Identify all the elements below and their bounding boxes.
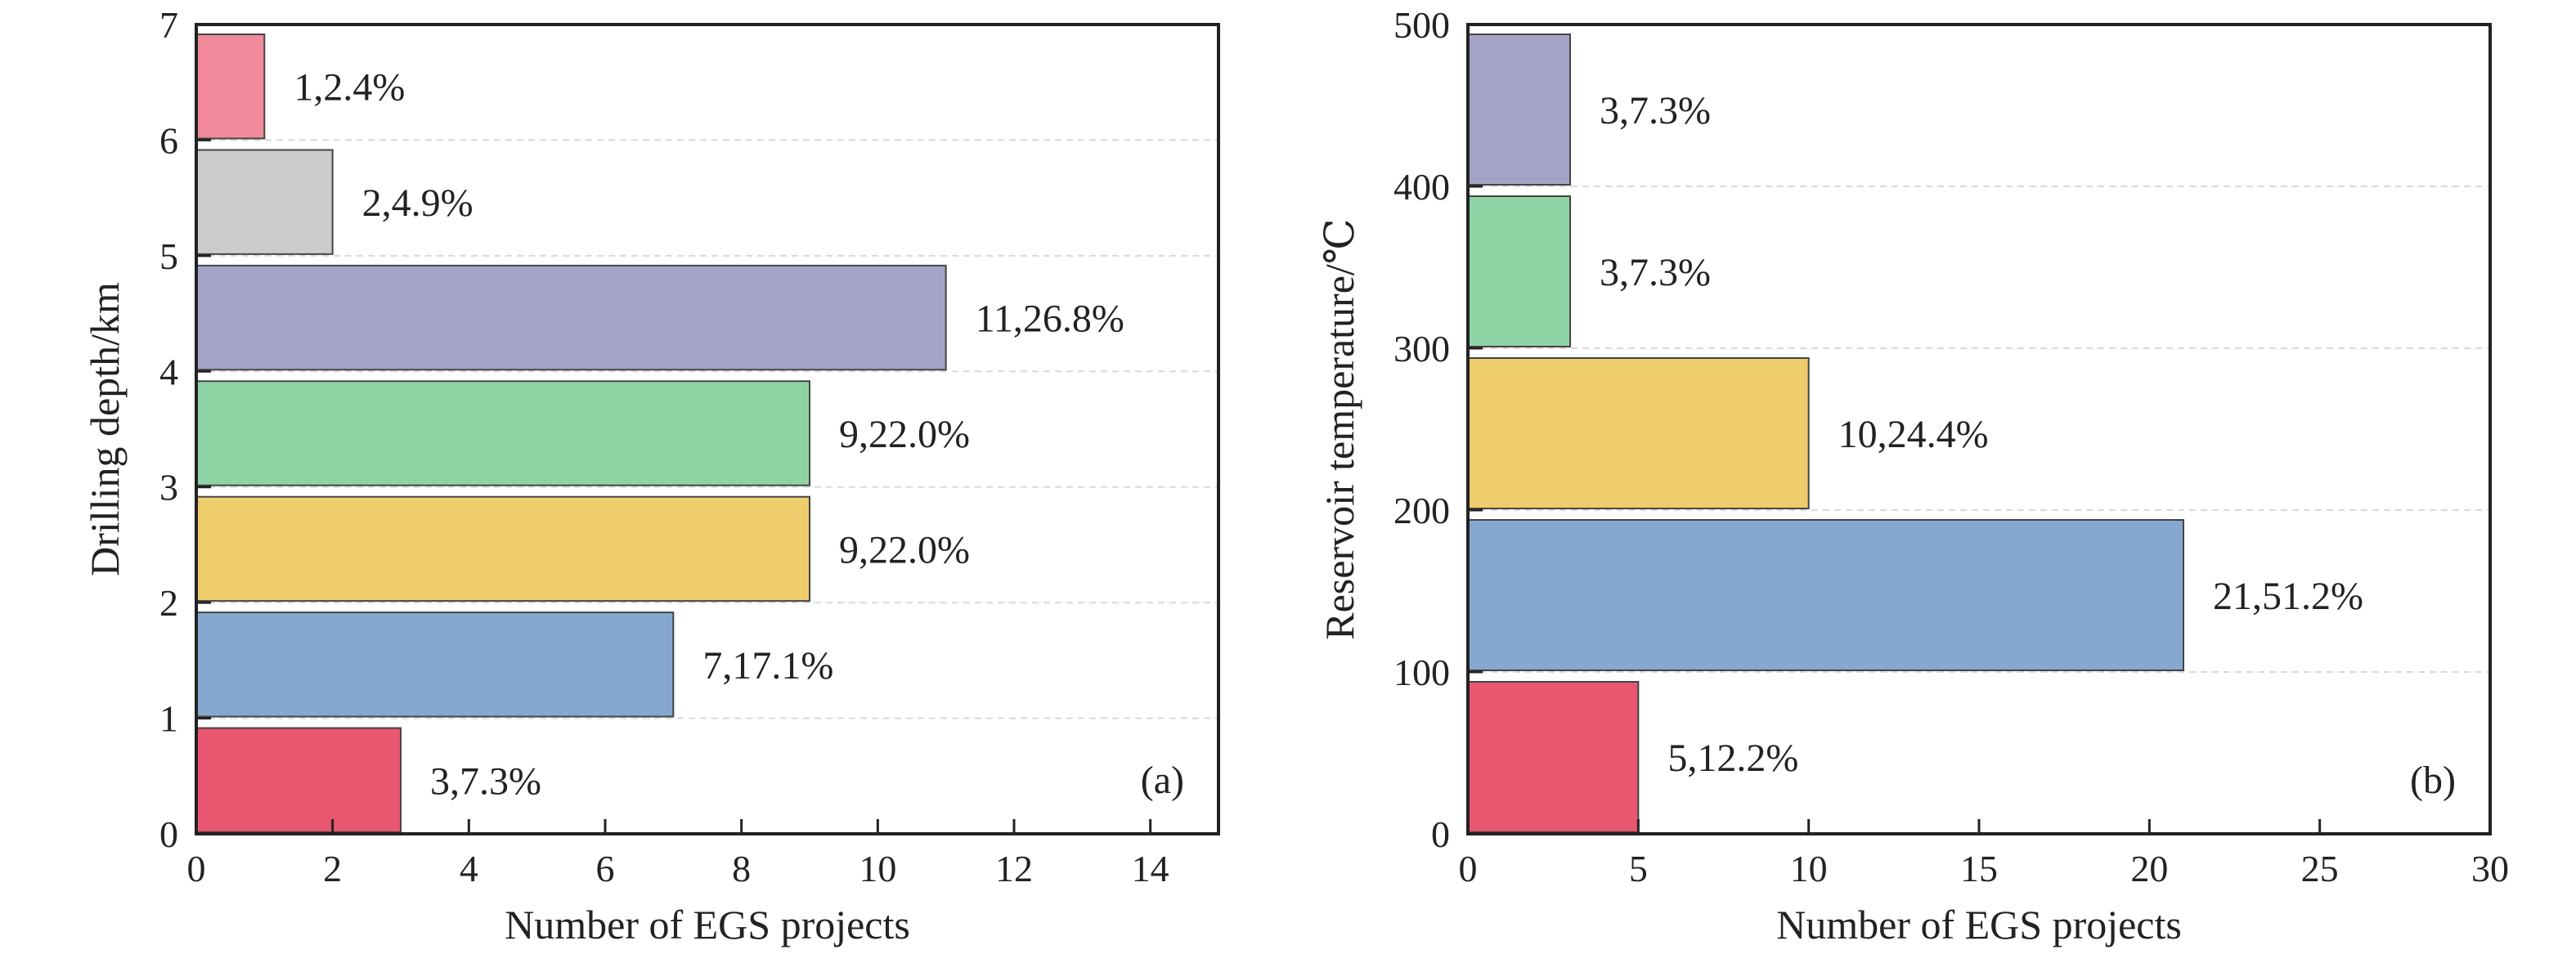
panel-b-bar-2: [1467, 357, 1810, 509]
panel-a-panel-label: (a): [1141, 759, 1184, 802]
panel-b-y-axis-label: Reservoir temperature/℃: [1317, 218, 1362, 639]
panel-b-x-axis-label: Number of EGS projects: [1776, 902, 2182, 947]
panel-a-bar-4: [195, 264, 947, 371]
panel-b-bar-0: [1467, 681, 1640, 833]
panel-b-x-tick-label-6: 30: [2471, 848, 2509, 889]
panel-b-data-label-0: 5,12.2%: [1667, 737, 1798, 780]
panel-b-x-tick-label-0: 0: [1459, 848, 1478, 889]
panel-a-data-label-1: 7,17.1%: [702, 644, 833, 688]
panel-a-x-tick-label-0: 0: [187, 848, 206, 889]
panel-b-x-tick-label-3: 15: [1960, 848, 1998, 889]
panel-a-bar-6: [195, 34, 266, 140]
panel-a-x-tick-label-7: 14: [1132, 848, 1169, 889]
panel-a-chart: 3,7.3% 7,17.1% 9,22.0% 9,22.0% 11,26.8% 2,4.9…: [82, 4, 1220, 947]
panel-a-data-label-6: 1,2.4%: [294, 66, 405, 110]
panel-a-y-tick-label-5: 5: [159, 235, 178, 277]
panel-a-data-label-3: 9,22.0%: [839, 413, 970, 456]
panel-a-y-tick-label-4: 4: [159, 351, 178, 392]
panel-b-panel-label: (b): [2410, 759, 2456, 802]
panel-b-y-tick-label-4: 400: [1393, 166, 1450, 208]
panel-b-data-label-4: 3,7.3%: [1600, 89, 1711, 132]
panel-b-y-tick-label-3: 300: [1393, 328, 1450, 370]
panel-a-x-tick-label-1: 2: [323, 848, 342, 889]
panel-a-data-label-5: 2,4.9%: [362, 181, 473, 225]
panel-a-plot-frame: [195, 23, 1220, 835]
panel-b-data-label-1: 21,51.2%: [2213, 575, 2363, 618]
panel-b-y-tick-label-5: 500: [1393, 4, 1450, 46]
panel-a-y-tick-label-3: 3: [159, 467, 178, 508]
panel-b-y-tick-label-1: 100: [1393, 652, 1450, 693]
panel-a-data-label-4: 11,26.8%: [976, 298, 1124, 341]
panel-b-bar-3: [1467, 195, 1571, 347]
panel-b-x-tick-label-5: 25: [2301, 848, 2339, 889]
panel-a-x-tick-label-5: 10: [859, 848, 896, 889]
panel-b-x-tick-label-1: 5: [1629, 848, 1648, 889]
panel-a-y-tick-label-1: 1: [159, 698, 178, 740]
panel-a-y-tick-label-7: 7: [159, 4, 178, 46]
panel-a-x-tick-label-4: 8: [732, 848, 751, 889]
panel-a-bar-0: [195, 727, 402, 833]
panel-b-x-tick-label-4: 20: [2130, 848, 2168, 889]
panel-a-x-tick-label-2: 4: [460, 848, 478, 889]
panel-a-x-tick-label-3: 6: [596, 848, 615, 889]
panel-b-bar-4: [1467, 34, 1571, 186]
panel-a-bar-5: [195, 149, 334, 255]
panel-b-data-label-3: 3,7.3%: [1600, 251, 1711, 294]
panel-b-data-label-2: 10,24.4%: [1838, 413, 1989, 456]
panel-a-x-axis-label: Number of EGS projects: [505, 902, 910, 947]
panel-a-x-tick-label-6: 12: [995, 848, 1033, 889]
panel-b-y-tick-label-0: 0: [1431, 813, 1450, 855]
panel-a-y-tick-label-2: 2: [159, 582, 178, 624]
panel-a-bar-1: [195, 611, 675, 718]
panel-b-y-tick-label-2: 200: [1393, 490, 1450, 531]
panel-a-data-label-2: 9,22.0%: [839, 528, 970, 571]
panel-a-y-axis-label: Drilling depth/km: [82, 282, 128, 576]
panel-a-bar-3: [195, 380, 810, 486]
panel-b-bar-1: [1467, 519, 2184, 671]
panel-b-x-tick-label-2: 10: [1790, 848, 1828, 889]
panel-a-y-tick-label-0: 0: [159, 813, 178, 855]
panel-a-y-tick-label-6: 6: [159, 119, 178, 161]
panel-a-data-label-0: 3,7.3%: [430, 759, 541, 803]
panel-a-bar-2: [195, 495, 810, 602]
panel-b-chart: 5,12.2% 21,51.2% 10,24.4% 3,7.3% 3,7.3% 0 5 10 1…: [1317, 4, 2509, 947]
